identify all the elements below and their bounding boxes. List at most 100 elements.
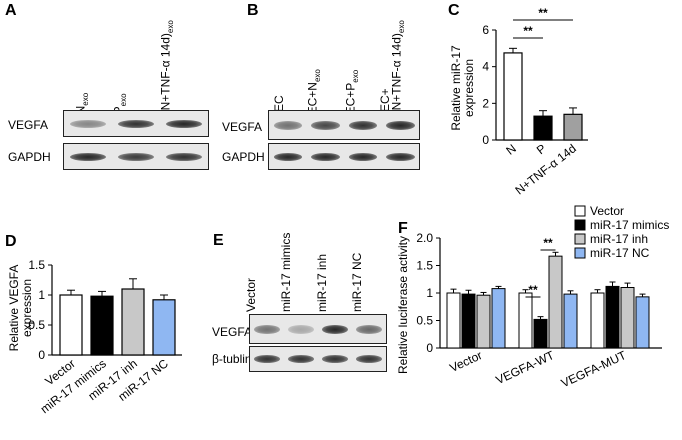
y-tick-label: 6 (482, 23, 489, 37)
blot-band (322, 355, 348, 364)
western-blot-gapdh-b (268, 143, 420, 170)
lane-text: miR-17 NC (350, 252, 364, 312)
legend-label: miR-17 NC (590, 246, 650, 260)
y-tick-label: 1 (38, 288, 45, 302)
blot-band (117, 152, 155, 161)
blot-band (165, 119, 203, 128)
lane-sub: exo (397, 20, 406, 34)
x-tick-label: N (503, 141, 518, 157)
blot-band (386, 152, 415, 161)
bar (90, 295, 114, 356)
lane-label-vector: Vector (244, 278, 258, 312)
lane-label-ec-tnf: (N+TNF-α 14d)exo (390, 20, 406, 114)
western-blot-vegfa-e (249, 314, 387, 344)
bar-chart-luciferase-activity: 0 0.5 1 1.5 2.0 Relative luciferase activity V… (396, 205, 669, 391)
blot-band (288, 324, 314, 334)
y-axis-label: Relative luciferase activity (396, 236, 410, 374)
lane-label-tnf-exo: (N+TNF-α 14d)exo (159, 20, 175, 114)
lane-text: Vector (244, 277, 258, 312)
blot-band (165, 152, 203, 161)
bar (152, 299, 176, 356)
panel-label-f: F (398, 220, 408, 237)
bar (533, 318, 548, 349)
x-tick-label: Vector (448, 348, 485, 375)
y-axis-label-line: expression (462, 59, 476, 117)
blot-band (273, 152, 302, 161)
x-tick-label: VEGFA-WT (494, 348, 557, 387)
lane-text: miR-17 mimics (279, 232, 293, 312)
row-label-tublin-e: β-tublin (212, 352, 252, 366)
bar (563, 113, 583, 141)
lane-label-inh: miR-17 inh (315, 254, 329, 312)
bar (121, 288, 145, 356)
y-tick-label: 0 (482, 133, 489, 147)
bar (446, 292, 461, 349)
legend-label: Vector (590, 205, 624, 218)
bar (476, 294, 491, 349)
blot-band (288, 355, 314, 364)
lane-sub: exo (313, 69, 322, 83)
western-blot-gapdh-a (63, 143, 209, 170)
y-tick-label: 1.5 (28, 258, 45, 272)
bar (533, 115, 553, 141)
blot-band (348, 120, 377, 130)
panel-label-d: D (5, 233, 17, 250)
bar (563, 293, 578, 349)
bar (491, 288, 506, 349)
y-tick-label: 2 (482, 96, 489, 110)
western-blot-tublin-e (249, 346, 387, 372)
blot-band (117, 119, 155, 128)
panel-label-a: A (5, 2, 17, 19)
legend-swatch (574, 247, 586, 259)
y-tick-label: 0 (426, 341, 433, 355)
significance-label: ** (538, 6, 548, 20)
legend-swatch (574, 205, 586, 217)
y-tick-label: 0.5 (28, 318, 45, 332)
bar (548, 255, 563, 349)
lane-text: miR-17 inh (315, 253, 329, 312)
y-tick-label: 2.0 (416, 231, 433, 245)
y-tick-label: 0.5 (416, 314, 433, 328)
row-label-gapdh-a: GAPDH (8, 150, 51, 164)
panel-label-b: B (247, 2, 259, 19)
lane-label-ec-p: EC+Pexo (344, 70, 360, 115)
bar (503, 52, 523, 141)
blot-band (254, 324, 280, 334)
lane-sub: exo (119, 93, 128, 107)
lane-label-mimics: miR-17 mimics (279, 233, 293, 312)
blot-band (386, 120, 415, 130)
blot-band (273, 120, 302, 130)
western-blot-vegfa-a (63, 110, 209, 137)
row-label-vegfa-e: VEGFA (212, 325, 253, 339)
y-tick-label: 4 (482, 60, 489, 74)
legend-swatch (574, 219, 586, 231)
y-tick-label: 1.5 (416, 259, 433, 273)
y-axis-label-line: expression (20, 279, 34, 337)
lane-text: (N+TNF-α 14d) (389, 33, 404, 115)
blot-band (311, 152, 340, 161)
y-axis-label-line: Relative miR-17 (449, 45, 463, 131)
y-axis-label-line: Relative VEGFA (7, 265, 21, 352)
lane-sub: exo (81, 92, 90, 106)
blot-band (69, 119, 107, 128)
y-axis-label: Relative miR-17expression (449, 45, 476, 131)
lane-text: (N+TNF-α 14d) (158, 33, 173, 115)
y-tick-label: 0 (38, 348, 45, 362)
lane-sub: exo (166, 20, 175, 34)
x-tick-label: VEGFA-MUT (559, 348, 629, 391)
bar (461, 293, 476, 349)
x-tick-label: P (534, 141, 549, 157)
row-label-vegfa-a: VEGFA (8, 118, 49, 132)
significance-label: ** (523, 24, 533, 38)
bar (590, 292, 605, 349)
bar (518, 292, 533, 349)
lane-label-nc: miR-17 NC (350, 253, 364, 312)
western-blot-vegfa-b (268, 110, 420, 140)
bar (605, 285, 620, 349)
panel-label-c: C (448, 2, 460, 19)
legend-swatch (574, 233, 586, 245)
row-label-gapdh-b: GAPDH (222, 150, 265, 164)
significance-label: ** (543, 236, 553, 250)
lane-sub: exo (351, 69, 360, 83)
bar (59, 294, 83, 356)
